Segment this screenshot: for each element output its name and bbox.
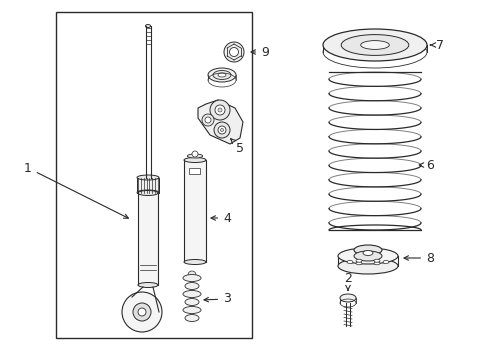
Ellipse shape	[137, 175, 159, 180]
Bar	[137, 177, 159, 193]
Text: 7: 7	[430, 39, 444, 51]
Text: 2: 2	[344, 271, 352, 290]
Polygon shape	[198, 100, 243, 144]
Ellipse shape	[363, 251, 373, 256]
Circle shape	[215, 105, 225, 115]
Bar	[138, 193, 158, 285]
Ellipse shape	[185, 315, 199, 321]
Ellipse shape	[185, 298, 199, 306]
Ellipse shape	[374, 262, 380, 265]
Circle shape	[218, 108, 222, 112]
Ellipse shape	[208, 68, 236, 82]
Circle shape	[218, 126, 226, 134]
Text: 6: 6	[419, 158, 434, 171]
Ellipse shape	[354, 251, 382, 261]
Ellipse shape	[183, 306, 201, 314]
Ellipse shape	[323, 29, 427, 61]
Ellipse shape	[138, 190, 158, 195]
Ellipse shape	[183, 291, 201, 297]
Ellipse shape	[354, 245, 382, 255]
Ellipse shape	[184, 158, 206, 162]
Ellipse shape	[138, 283, 158, 288]
Ellipse shape	[338, 258, 398, 274]
Bar	[189, 168, 200, 174]
Circle shape	[224, 42, 244, 62]
Ellipse shape	[185, 283, 199, 289]
Ellipse shape	[146, 24, 150, 27]
Ellipse shape	[356, 262, 362, 265]
Circle shape	[210, 100, 230, 120]
Ellipse shape	[137, 190, 159, 195]
Circle shape	[192, 151, 198, 157]
Circle shape	[188, 271, 196, 279]
Circle shape	[138, 308, 146, 316]
Ellipse shape	[347, 261, 353, 264]
Circle shape	[229, 48, 239, 57]
Circle shape	[214, 122, 230, 138]
Circle shape	[205, 117, 211, 123]
Ellipse shape	[184, 260, 206, 265]
Circle shape	[133, 303, 151, 321]
Bar	[56, 12, 252, 338]
Text: 9: 9	[251, 45, 269, 59]
Text: 1: 1	[24, 162, 128, 218]
Circle shape	[220, 129, 223, 131]
Ellipse shape	[383, 261, 389, 264]
Ellipse shape	[338, 248, 398, 264]
Ellipse shape	[213, 71, 231, 80]
Ellipse shape	[341, 35, 409, 55]
Ellipse shape	[374, 259, 380, 262]
Text: 8: 8	[404, 252, 434, 265]
Circle shape	[122, 292, 162, 332]
Text: 3: 3	[204, 292, 231, 306]
Text: 5: 5	[231, 139, 244, 154]
Text: 4: 4	[211, 212, 231, 225]
Ellipse shape	[361, 41, 389, 49]
Ellipse shape	[218, 73, 226, 77]
Ellipse shape	[356, 259, 362, 262]
Ellipse shape	[340, 294, 356, 302]
Bar	[184, 160, 206, 262]
Ellipse shape	[183, 274, 201, 282]
Circle shape	[202, 114, 214, 126]
Ellipse shape	[187, 154, 203, 158]
